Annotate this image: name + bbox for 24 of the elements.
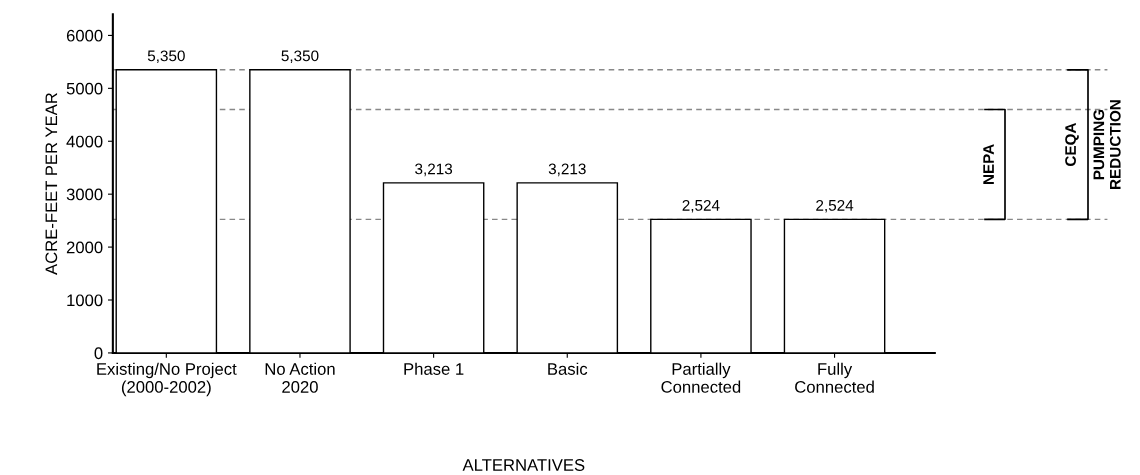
y-tick-label: 5000 bbox=[66, 82, 103, 95]
y-tick-label: 0 bbox=[94, 347, 103, 360]
x-tick-label: Partially Connected bbox=[661, 362, 741, 393]
data-label: 3,213 bbox=[548, 163, 586, 177]
data-label: 5,350 bbox=[281, 50, 319, 64]
x-tick-label: Basic bbox=[548, 362, 588, 375]
y-tick-label: 1000 bbox=[67, 294, 103, 307]
x-tick-label: Existing/No Project (2000-2002) bbox=[97, 362, 237, 397]
y-tick-label: 3000 bbox=[66, 188, 103, 201]
data-label: 2,524 bbox=[682, 199, 720, 213]
x-tick-label: No Action 2020 bbox=[265, 362, 335, 393]
data-label: 3,213 bbox=[415, 163, 453, 177]
data-label: 2,524 bbox=[816, 199, 854, 213]
y-axis-title: ACRE-FEET PER YEAR bbox=[45, 92, 58, 275]
y-tick-label: 4000 bbox=[66, 135, 103, 148]
text: NEPA bbox=[983, 144, 994, 185]
y-tick-label: 6000 bbox=[66, 29, 103, 42]
text: PUMPING REDUCTION bbox=[1093, 100, 1121, 189]
text: CEQA bbox=[1065, 122, 1079, 167]
x-axis-title: ALTERNATIVES bbox=[462, 459, 585, 471]
y-tick-label: 2000 bbox=[66, 241, 103, 254]
x-tick-label: Fully Connected bbox=[795, 362, 874, 393]
x-tick-label: Phase 1 bbox=[404, 362, 464, 375]
data-label: 5,350 bbox=[147, 50, 185, 64]
